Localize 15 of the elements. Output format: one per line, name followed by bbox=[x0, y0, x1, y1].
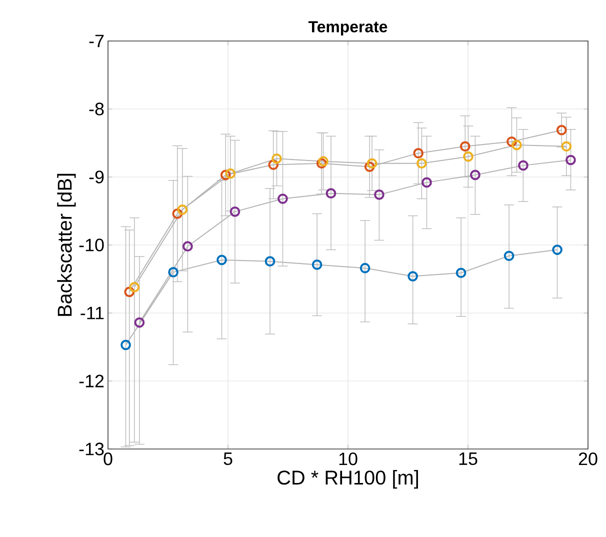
y-tick-label: -9 bbox=[89, 170, 104, 184]
chart-title: Temperate bbox=[308, 21, 388, 36]
y-tick-label: -11 bbox=[80, 306, 104, 320]
x-tick-label: 10 bbox=[339, 452, 358, 466]
x-tick-label: 15 bbox=[459, 452, 478, 466]
y-axis-title: Backscatter [dB] bbox=[57, 174, 76, 316]
y-tick-label: -8 bbox=[89, 102, 104, 116]
y-tick-label: -10 bbox=[79, 238, 104, 252]
x-tick-label: 20 bbox=[578, 452, 598, 466]
x-axis-title: CD * RH100 [m] bbox=[278, 470, 418, 489]
y-tick-label: -13 bbox=[79, 442, 104, 456]
x-tick-label: 0 bbox=[104, 452, 112, 466]
x-tick-label: 5 bbox=[224, 452, 232, 466]
y-tick-label: -7 bbox=[89, 34, 104, 48]
y-tick-label: -12 bbox=[79, 374, 104, 388]
